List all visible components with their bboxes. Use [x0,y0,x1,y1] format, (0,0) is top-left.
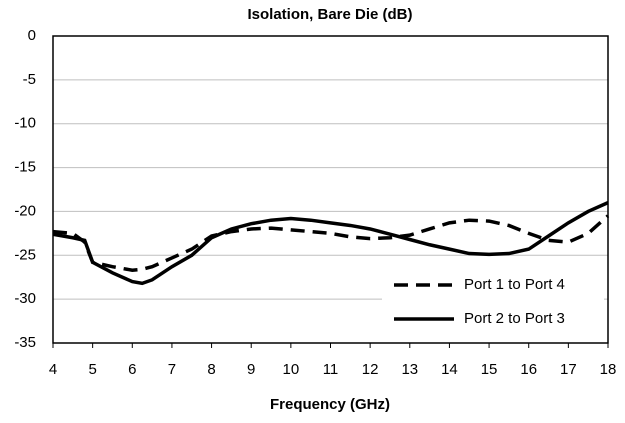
plot-border [52,35,609,344]
x-tick-label: 14 [441,361,458,378]
x-tick-label: 18 [600,361,617,378]
x-tick-label: 12 [362,361,379,378]
y-tick-label: 0 [28,27,36,44]
x-tick-label: 6 [128,361,136,378]
series-line [52,201,609,286]
y-tick-label: -30 [14,290,36,307]
x-tick-label: 10 [283,361,300,378]
x-tick-label: 11 [323,361,339,378]
y-tick-label: -25 [14,246,36,263]
x-tick-label: 9 [247,361,255,378]
x-tick-label: 8 [207,361,215,378]
legend-label: Port 1 to Port 4 [464,276,565,293]
y-tick-label: -35 [14,334,36,351]
legend-box [382,267,604,339]
x-tick-label: 17 [560,361,577,378]
y-tick-label: -20 [14,202,36,219]
legend-label: Port 2 to Port 3 [464,310,565,327]
x-tick-label: 5 [88,361,96,378]
series-line [52,214,610,272]
chart-title: Isolation, Bare Die (dB) [247,6,412,23]
y-tick-label: -5 [23,71,36,88]
x-tick-label: 15 [481,361,498,378]
y-tick-label: -15 [14,159,36,176]
x-axis-label: Frequency (GHz) [270,396,390,413]
x-tick-label: 7 [168,361,176,378]
x-tick-label: 16 [520,361,537,378]
x-tick-label: 13 [401,361,418,378]
x-tick-label: 4 [49,361,57,378]
y-tick-label: -10 [14,115,36,132]
